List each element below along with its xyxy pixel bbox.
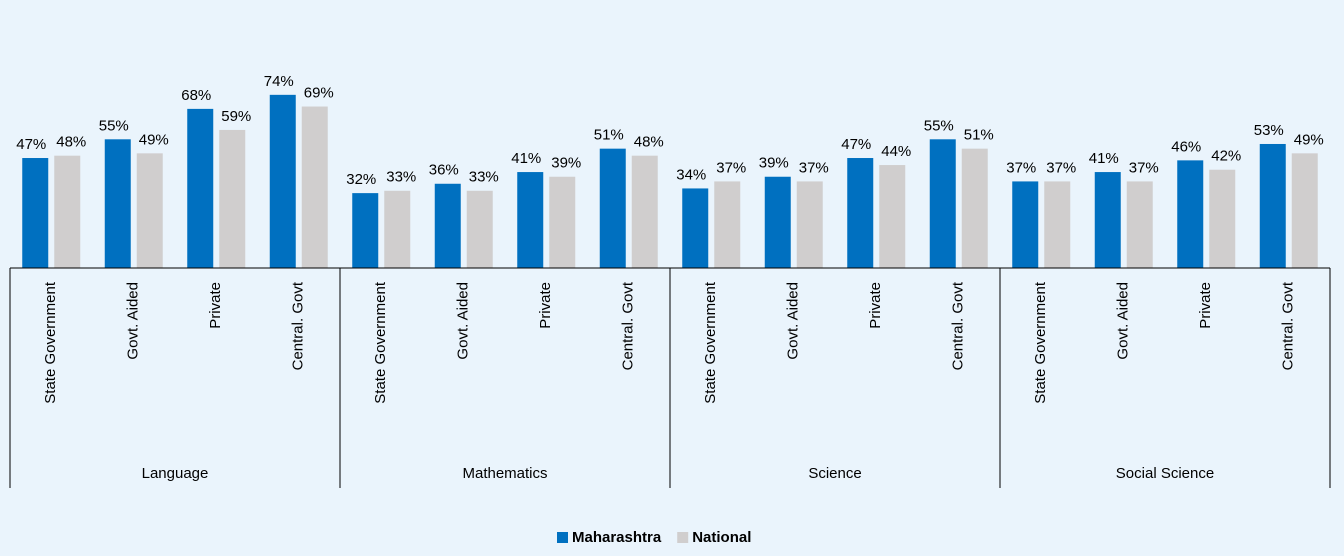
bar xyxy=(549,176,576,268)
value-label: 34% xyxy=(676,166,706,183)
value-label: 44% xyxy=(881,143,911,160)
x-tick-label: Govt. Aided xyxy=(125,282,142,360)
value-label: 59% xyxy=(221,108,251,125)
value-label: 46% xyxy=(1171,138,1201,155)
legend-label: National xyxy=(692,529,751,546)
value-label: 33% xyxy=(386,169,416,186)
group-label: Science xyxy=(808,465,861,482)
bar xyxy=(1209,169,1236,268)
x-tick-label: State Government xyxy=(1032,281,1049,404)
value-label: 41% xyxy=(1089,150,1119,167)
legend-swatch xyxy=(677,532,689,543)
bar xyxy=(104,139,131,268)
value-label: 49% xyxy=(1294,131,1324,148)
bar xyxy=(466,190,493,268)
x-tick-label: Central. Govt xyxy=(290,281,307,370)
value-label: 37% xyxy=(1006,159,1036,176)
x-tick-label: State Government xyxy=(702,281,719,404)
bar xyxy=(929,139,956,268)
bar xyxy=(682,188,709,268)
bar xyxy=(187,108,214,268)
x-tick-label: Private xyxy=(207,282,224,329)
bar xyxy=(1126,181,1153,268)
bar xyxy=(1291,153,1318,268)
bar xyxy=(714,181,741,268)
x-tick-label: Govt. Aided xyxy=(1115,282,1132,360)
group-label: Mathematics xyxy=(462,465,547,482)
value-label: 37% xyxy=(716,159,746,176)
value-label: 47% xyxy=(16,136,46,153)
value-label: 41% xyxy=(511,150,541,167)
bar xyxy=(434,183,461,268)
bar xyxy=(631,155,658,268)
bar xyxy=(764,176,791,268)
value-label: 74% xyxy=(264,73,294,90)
value-label: 53% xyxy=(1254,122,1284,139)
value-label: 48% xyxy=(56,134,86,151)
value-label: 55% xyxy=(924,117,954,134)
value-label: 36% xyxy=(429,162,459,179)
bar xyxy=(599,148,626,268)
value-label: 42% xyxy=(1211,148,1241,165)
x-tick-label: State Government xyxy=(42,281,59,404)
value-label: 51% xyxy=(594,127,624,144)
bar xyxy=(1044,181,1071,268)
x-tick-label: Govt. Aided xyxy=(455,282,472,360)
bar xyxy=(879,165,906,268)
bar xyxy=(136,153,163,268)
x-tick-label: State Government xyxy=(372,281,389,404)
value-label: 37% xyxy=(1046,159,1076,176)
bar xyxy=(1259,143,1286,268)
bar xyxy=(847,158,874,268)
x-tick-label: Govt. Aided xyxy=(785,282,802,360)
x-tick-label: Central. Govt xyxy=(620,281,637,370)
value-label: 47% xyxy=(841,136,871,153)
x-tick-label: Private xyxy=(867,282,884,329)
x-tick-label: Private xyxy=(537,282,554,329)
value-label: 32% xyxy=(346,171,376,188)
group-label: Language xyxy=(142,465,209,482)
value-label: 39% xyxy=(551,155,581,172)
value-label: 37% xyxy=(1129,159,1159,176)
value-label: 39% xyxy=(759,155,789,172)
value-label: 68% xyxy=(181,87,211,104)
bar xyxy=(796,181,823,268)
group-label: Social Science xyxy=(1116,465,1214,482)
value-label: 69% xyxy=(304,85,334,102)
legend-label: Maharashtra xyxy=(572,529,662,546)
value-label: 37% xyxy=(799,159,829,176)
bar xyxy=(961,148,988,268)
bar xyxy=(517,172,544,268)
x-tick-label: Central. Govt xyxy=(950,281,967,370)
bar xyxy=(269,94,296,268)
value-label: 51% xyxy=(964,127,994,144)
value-label: 55% xyxy=(99,117,129,134)
value-label: 49% xyxy=(139,131,169,148)
bar xyxy=(1012,181,1039,268)
bar xyxy=(301,106,328,268)
legend-swatch xyxy=(557,532,568,543)
bar xyxy=(54,155,81,268)
bar xyxy=(352,193,379,268)
value-label: 33% xyxy=(469,169,499,186)
value-label: 48% xyxy=(634,134,664,151)
bar xyxy=(22,158,49,268)
x-tick-label: Private xyxy=(1197,282,1214,329)
bar xyxy=(1094,172,1121,268)
bar xyxy=(384,190,411,268)
x-tick-label: Central. Govt xyxy=(1280,281,1297,370)
bar xyxy=(219,129,246,268)
bar xyxy=(1177,160,1204,268)
